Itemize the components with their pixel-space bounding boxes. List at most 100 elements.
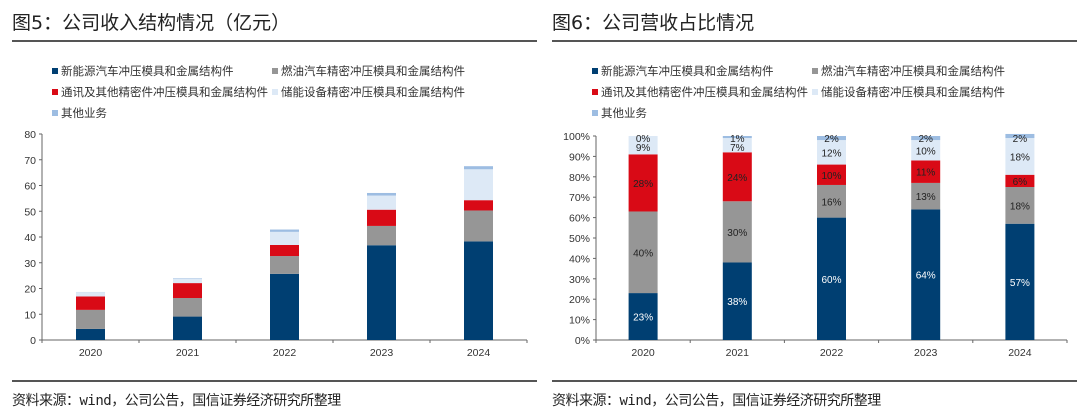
y-tick-label: 40% — [569, 253, 590, 265]
data-label: 16% — [821, 197, 841, 208]
legend-row: 其他业务 — [592, 102, 1062, 123]
data-label: 2% — [1013, 134, 1028, 145]
y-tick-label: 90% — [569, 151, 590, 163]
legend-item-nev: 新能源汽车冲压模具和金属结构件 — [592, 60, 812, 81]
bar-segment-fuel — [76, 309, 105, 329]
legend-swatch — [272, 67, 278, 74]
bar-segment-fuel — [464, 210, 493, 242]
bar-segment-telecom — [270, 244, 299, 257]
legend-swatch — [52, 67, 58, 74]
legend-swatch — [592, 109, 598, 116]
bar-segment-storage — [76, 292, 105, 297]
legend-label: 储能设备精密冲压模具和金属结构件 — [821, 84, 1005, 99]
legend-label: 燃油汽车精密冲压模具和金属结构件 — [281, 63, 465, 78]
x-tick-label: 2024 — [1008, 347, 1032, 359]
bar-segment-other — [911, 136, 941, 141]
figure-5-panel: 图5：公司收入结构情况（亿元） 新能源汽车冲压模具和金属结构件 燃油汽车精密冲压模… — [12, 0, 537, 418]
chart-title: 图6：公司营收占比情况 — [552, 12, 755, 34]
chart-legend: 新能源汽车冲压模具和金属结构件 燃油汽车精密冲压模具和金属结构件 通讯及其他精密件冲… — [52, 60, 522, 123]
bar-segment-storage — [173, 278, 202, 284]
legend-item-nev: 新能源汽车冲压模具和金属结构件 — [52, 60, 272, 81]
y-tick-label: 30% — [569, 274, 590, 286]
y-tick-label: 10% — [569, 315, 590, 327]
bar-segment-nev — [464, 241, 493, 340]
bar-segment-telecom — [76, 296, 105, 310]
data-label: 60% — [821, 275, 841, 286]
y-tick-label: 30 — [24, 258, 36, 270]
x-tick-label: 2023 — [370, 347, 394, 359]
y-tick-label: 10 — [24, 309, 36, 321]
bar-segment-nev — [722, 262, 752, 340]
legend-item-storage: 储能设备精密冲压模具和金属结构件 — [272, 81, 465, 102]
x-tick-label: 2022 — [273, 347, 297, 359]
data-label: 57% — [1010, 278, 1030, 289]
bar-segment-nev — [76, 328, 105, 340]
data-label: 2% — [918, 134, 933, 145]
data-label: 2% — [824, 134, 839, 145]
legend-swatch — [592, 88, 598, 95]
bar-segment-nev — [173, 316, 202, 340]
bar-segment-fuel — [1005, 187, 1035, 224]
bar-segment-storage — [817, 140, 846, 165]
x-tick-label: 2024 — [467, 347, 491, 359]
bar-segment-fuel — [817, 184, 846, 218]
legend-item-telecom: 通讯及其他精密件冲压模具和金属结构件 — [52, 81, 272, 102]
bar-segment-fuel — [173, 298, 202, 317]
data-label: 13% — [916, 192, 936, 203]
legend-swatch — [272, 88, 278, 95]
bar-segment-nev — [270, 273, 299, 340]
legend-label: 通讯及其他精密件冲压模具和金属结构件 — [61, 84, 268, 99]
source-divider — [12, 380, 537, 382]
bar-segment-telecom — [722, 152, 752, 202]
bar-segment-fuel — [911, 182, 941, 210]
source-note: 资料来源：wind，公司公告，国信证券经济研究所整理 — [552, 393, 881, 409]
data-label: 11% — [916, 168, 935, 179]
y-tick-label: 70% — [569, 192, 590, 204]
source-note: 资料来源：wind，公司公告，国信证券经济研究所整理 — [12, 393, 341, 409]
bar-segment-telecom — [464, 200, 493, 211]
data-label: 30% — [727, 228, 747, 239]
title-divider — [12, 40, 537, 42]
y-tick-label: 20 — [24, 284, 36, 296]
y-tick-label: 50 — [24, 206, 36, 218]
bar-segment-telecom — [367, 209, 396, 226]
data-label: 10% — [821, 171, 841, 182]
bar-segment-nev — [628, 293, 658, 340]
bar-segment-nev — [911, 209, 941, 340]
bar-segment-telecom — [1005, 174, 1035, 187]
bar-segment-nev — [1005, 223, 1035, 340]
data-label: 10% — [916, 146, 936, 157]
y-tick-label: 60 — [24, 181, 36, 193]
bar-segment-other — [464, 166, 493, 170]
title-divider — [552, 40, 1077, 42]
bar-segment-storage — [911, 140, 941, 161]
y-tick-label: 0 — [30, 335, 36, 347]
x-tick-label: 2020 — [79, 347, 103, 359]
bar-segment-telecom — [173, 283, 202, 299]
bar-segment-other — [367, 192, 396, 196]
legend-row: 通讯及其他精密件冲压模具和金属结构件 储能设备精密冲压模具和金属结构件 — [52, 81, 522, 102]
legend-item-telecom: 通讯及其他精密件冲压模具和金属结构件 — [592, 81, 812, 102]
y-tick-label: 50% — [569, 233, 590, 245]
legend-row: 新能源汽车冲压模具和金属结构件 燃油汽车精密冲压模具和金属结构件 — [592, 60, 1062, 81]
source-divider — [552, 380, 1077, 382]
legend-row: 通讯及其他精密件冲压模具和金属结构件 储能设备精密冲压模具和金属结构件 — [592, 81, 1062, 102]
legend-item-fuel: 燃油汽车精密冲压模具和金属结构件 — [812, 60, 1005, 81]
x-tick-label: 2021 — [726, 347, 750, 359]
y-tick-label: 40 — [24, 232, 36, 244]
bar-segment-storage — [270, 231, 299, 245]
bar-segment-fuel — [628, 211, 658, 294]
x-tick-label: 2023 — [914, 347, 938, 359]
x-tick-label: 2021 — [176, 347, 200, 359]
bar-segment-nev — [817, 217, 846, 340]
data-label: 0% — [636, 134, 651, 145]
legend-swatch — [592, 67, 598, 74]
data-label: 40% — [633, 248, 653, 259]
data-label: 64% — [916, 271, 936, 282]
data-label: 23% — [633, 313, 653, 324]
bar-segment-fuel — [367, 225, 396, 246]
bar-segment-fuel — [722, 201, 752, 263]
legend-swatch — [812, 88, 818, 95]
bar-segment-storage — [628, 136, 658, 155]
legend-label: 新能源汽车冲压模具和金属结构件 — [61, 63, 234, 78]
